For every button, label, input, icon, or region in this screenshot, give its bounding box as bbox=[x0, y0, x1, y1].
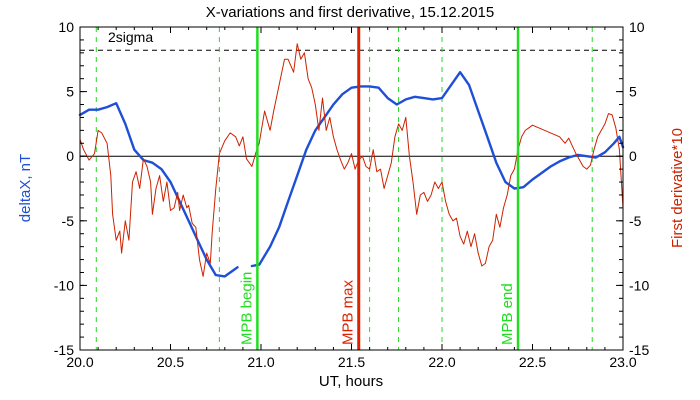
y-tick-label-right: -15 bbox=[629, 342, 649, 358]
y-tick-label-right: 5 bbox=[629, 84, 637, 100]
y-axis-label-right: First derivative*10 bbox=[669, 128, 686, 248]
x-tick-label: 20.0 bbox=[66, 354, 93, 370]
x-axis-label: UT, hours bbox=[319, 373, 383, 390]
chart-title: X-variations and first derivative, 15.12… bbox=[206, 4, 495, 21]
y-tick-label-left: 10 bbox=[58, 19, 74, 35]
y-tick-label-left: -10 bbox=[54, 277, 74, 293]
x-tick-label: 21.0 bbox=[247, 354, 274, 370]
y-tick-label-right: -10 bbox=[629, 277, 649, 293]
marker-layer: MPB begin MPB max MPB end bbox=[238, 27, 520, 350]
marker-label: MPB max bbox=[340, 279, 357, 345]
marker-label: MPB end bbox=[499, 283, 516, 345]
y-tick-label-right: 10 bbox=[629, 19, 645, 35]
y-tick-label-right: 0 bbox=[629, 148, 637, 164]
x-tick-label: 22.5 bbox=[519, 354, 546, 370]
x-tick-label: 22.0 bbox=[428, 354, 455, 370]
x-tick-label: 23.0 bbox=[609, 354, 636, 370]
reference-lines bbox=[80, 27, 623, 350]
y-tick-label-left: 0 bbox=[66, 148, 74, 164]
y-tick-label-left: -5 bbox=[62, 213, 75, 229]
y-axis-label-left: deltaX, nT bbox=[17, 154, 34, 222]
y-tick-label-left: 5 bbox=[66, 84, 74, 100]
x-tick-label: 21.5 bbox=[338, 354, 365, 370]
sigma-label: 2sigma bbox=[108, 29, 153, 45]
y-tick-label-left: -15 bbox=[54, 342, 74, 358]
tick-layer: 20.0 20.5 21.0 21.5 22.0 22.5 23.0-15 -15-10 -10… bbox=[54, 19, 650, 370]
y-tick-label-right: -5 bbox=[629, 213, 642, 229]
deltaX-series-line bbox=[78, 71, 625, 278]
marker-label: MPB begin bbox=[238, 272, 255, 345]
x-tick-label: 20.5 bbox=[157, 354, 184, 370]
